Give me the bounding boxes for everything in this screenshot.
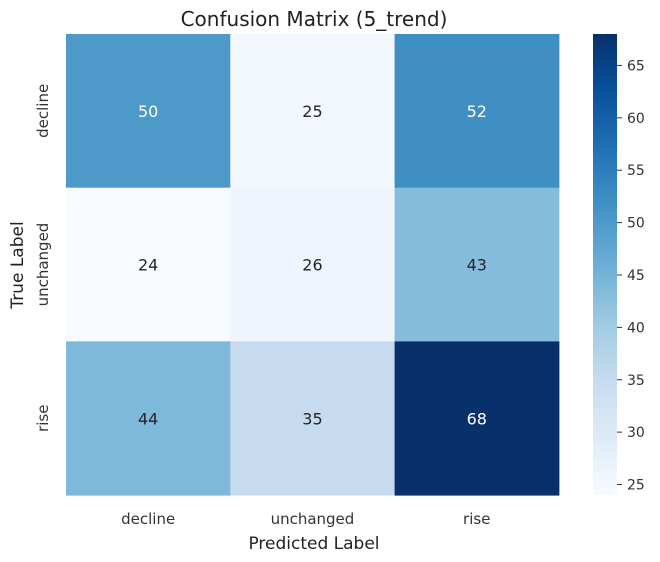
- colorbar-tick-label-2: 35: [627, 373, 645, 389]
- cell-value-0-1: 25: [302, 102, 322, 121]
- heatmap-cell-0-0: [66, 34, 231, 189]
- colorbar-tick-label-7: 60: [627, 111, 645, 127]
- cell-value-2-1: 35: [302, 409, 322, 428]
- x-axis-label: Predicted Label: [248, 534, 379, 554]
- heatmap-cell-1-0: [66, 187, 231, 342]
- colorbar-tick-label-6: 55: [627, 163, 645, 179]
- x-tick-0: decline: [121, 510, 175, 528]
- heatmap-cell-0-2: [394, 34, 560, 189]
- colorbar-tick-label-0: 25: [627, 478, 645, 494]
- cell-value-2-0: 44: [138, 409, 158, 428]
- heatmap-cell-2-1: [230, 341, 396, 496]
- colorbar-ticks: 25 30 35 40 45 50 55 60 65: [617, 58, 645, 494]
- heatmap-cell-2-2: [394, 341, 560, 496]
- chart-title: Confusion Matrix (5_trend): [181, 7, 448, 31]
- y-tick-labels: decline unchanged rise: [34, 84, 52, 432]
- cell-value-1-1: 26: [302, 256, 322, 275]
- x-tick-2: rise: [463, 510, 490, 528]
- cell-value-0-2: 52: [467, 102, 487, 121]
- y-axis-label: True Label: [8, 221, 28, 309]
- y-tick-2: rise: [34, 405, 52, 432]
- heatmap-cell-1-1: [230, 187, 396, 342]
- y-tick-1: unchanged: [34, 223, 52, 307]
- cell-value-0-0: 50: [138, 102, 158, 121]
- heatmap-cell-labels: 50 25 52 24 26 43 44 35 68: [138, 102, 487, 428]
- cell-value-1-0: 24: [138, 256, 158, 275]
- x-tick-1: unchanged: [271, 510, 355, 528]
- colorbar-tick-label-1: 30: [627, 425, 645, 441]
- y-tick-0: decline: [34, 84, 52, 138]
- heatmap-cell-0-1: [230, 34, 396, 189]
- colorbar-tick-label-3: 40: [627, 320, 645, 336]
- heatmap-cell-1-2: [394, 187, 560, 342]
- cell-value-2-2: 68: [467, 409, 487, 428]
- colorbar-tick-label-5: 50: [627, 216, 645, 232]
- colorbar-tick-label-8: 65: [627, 58, 645, 74]
- colorbar: [593, 34, 617, 495]
- heatmap-cell-2-0: [66, 341, 231, 496]
- colorbar-tick-label-4: 45: [627, 268, 645, 284]
- cell-value-1-2: 43: [467, 256, 487, 275]
- heatmap-cells: [66, 34, 560, 496]
- x-tick-labels: decline unchanged rise: [121, 510, 490, 528]
